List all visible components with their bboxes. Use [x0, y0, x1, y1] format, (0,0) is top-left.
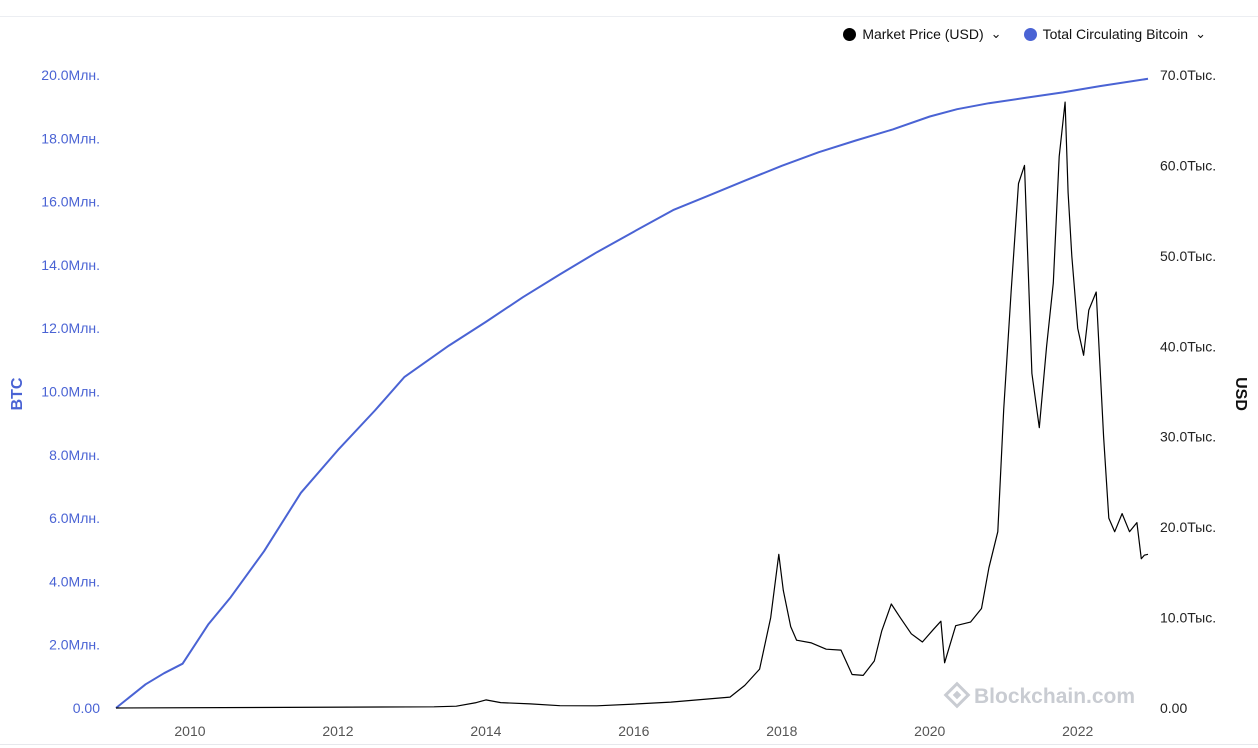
legend-label-market-price: Market Price (USD) — [862, 26, 984, 42]
chevron-down-icon[interactable]: ⌄ — [990, 26, 1002, 41]
market-price-dot-icon — [843, 27, 857, 41]
left-axis-title: BTC — [9, 377, 26, 410]
left-tick-label: 4.0Млн. — [49, 573, 100, 589]
chevron-down-icon[interactable]: ⌄ — [1195, 26, 1206, 41]
left-tick-label: 16.0Млн. — [41, 194, 100, 210]
right-tick-label: 70.0Тыс. — [1160, 67, 1216, 83]
x-tick-label: 2016 — [618, 723, 649, 739]
x-tick-label: 2018 — [766, 723, 797, 739]
bottom-divider — [0, 744, 1258, 745]
circulating-bitcoin-dot-icon — [1023, 27, 1037, 41]
left-tick-label: 14.0Млн. — [41, 257, 100, 273]
watermark-text: Blockchain.com — [974, 685, 1135, 708]
right-tick-label: 30.0Тыс. — [1160, 429, 1216, 445]
left-tick-label: 6.0Млн. — [49, 510, 100, 526]
left-tick-label: 2.0Млн. — [49, 637, 100, 653]
series-line-market-price — [115, 101, 1149, 709]
x-tick-label: 2020 — [914, 723, 945, 739]
x-axis: 2010 2012 2014 2016 2018 2020 2022 — [174, 723, 1093, 739]
legend-item-market-price[interactable]: Market Price (USD) ⌄ — [843, 26, 1002, 42]
right-tick-label: 10.0Тыс. — [1160, 610, 1216, 626]
x-tick-label: 2010 — [174, 723, 205, 739]
right-axis-title: USD — [1232, 377, 1249, 411]
x-tick-label: 2012 — [322, 723, 353, 739]
left-axis: 0.00 2.0Млн. 4.0Млн. 6.0Млн. 8.0Млн. 10.0Млн.… — [41, 67, 100, 716]
right-tick-label: 50.0Тыс. — [1160, 248, 1216, 264]
right-tick-label: 20.0Тыс. — [1160, 519, 1216, 535]
series-layer — [115, 77, 1149, 709]
left-tick-label: 18.0Млн. — [41, 130, 100, 146]
left-tick-label: 0.00 — [73, 700, 100, 716]
x-tick-label: 2014 — [470, 723, 501, 739]
right-tick-label: 40.0Тыс. — [1160, 338, 1216, 354]
left-tick-label: 20.0Млн. — [41, 67, 100, 83]
top-divider — [0, 16, 1258, 17]
chart-legend: Market Price (USD) ⌄ Total Circulating B… — [843, 26, 1206, 42]
watermark: Blockchain.com — [943, 681, 1135, 709]
series-line-total-circulating-bitcoin — [115, 77, 1149, 709]
right-axis: 0.00 10.0Тыс. 20.0Тыс. 30.0Тыс. 40.0Тыс. 50.0… — [1160, 67, 1216, 716]
blockchain-logo-icon — [943, 681, 971, 709]
right-tick-label: 60.0Тыс. — [1160, 157, 1216, 173]
x-tick-label: 2022 — [1062, 723, 1093, 739]
left-tick-label: 8.0Млн. — [49, 447, 100, 463]
left-tick-label: 10.0Млн. — [41, 384, 100, 400]
left-tick-label: 12.0Млн. — [41, 320, 100, 336]
legend-label-circulating-bitcoin: Total Circulating Bitcoin — [1042, 26, 1189, 42]
right-tick-label: 0.00 — [1160, 700, 1187, 716]
legend-item-circulating-bitcoin[interactable]: Total Circulating Bitcoin ⌄ — [1023, 26, 1206, 42]
